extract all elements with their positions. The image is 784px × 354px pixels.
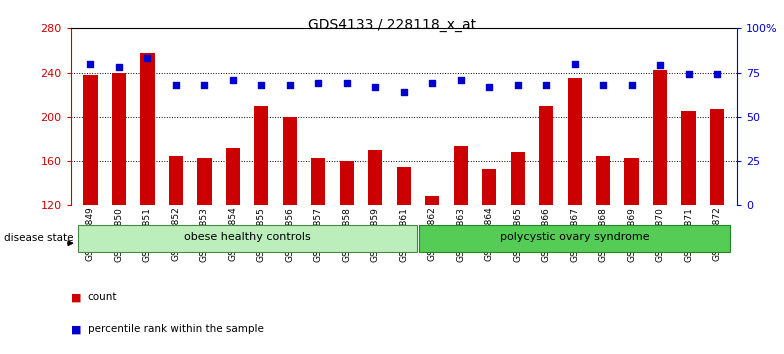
Point	[369, 84, 382, 90]
Text: ■: ■	[71, 324, 81, 334]
Bar	[254, 106, 268, 205]
Bar	[397, 167, 411, 205]
Bar	[539, 106, 554, 205]
Bar	[169, 155, 183, 205]
Point	[597, 82, 609, 88]
Text: obese healthy controls: obese healthy controls	[183, 233, 310, 242]
Point	[711, 72, 724, 77]
Point	[626, 82, 638, 88]
Bar	[339, 161, 354, 205]
Bar	[596, 155, 610, 205]
FancyBboxPatch shape	[78, 224, 416, 252]
Bar	[681, 111, 695, 205]
Bar	[653, 70, 667, 205]
FancyBboxPatch shape	[419, 224, 730, 252]
Text: polycystic ovary syndrome: polycystic ovary syndrome	[500, 233, 649, 242]
Point	[340, 80, 353, 86]
Point	[113, 64, 125, 70]
Bar	[311, 158, 325, 205]
Point	[397, 89, 410, 95]
Bar	[425, 196, 439, 205]
Bar	[510, 152, 524, 205]
Point	[455, 77, 467, 82]
Text: percentile rank within the sample: percentile rank within the sample	[88, 324, 263, 334]
Text: GDS4133 / 228118_x_at: GDS4133 / 228118_x_at	[308, 18, 476, 32]
Point	[483, 84, 495, 90]
Text: ■: ■	[71, 292, 81, 302]
Bar	[226, 148, 240, 205]
Bar	[198, 158, 212, 205]
Point	[426, 80, 438, 86]
Bar	[283, 117, 297, 205]
Bar	[368, 150, 383, 205]
Point	[227, 77, 239, 82]
Text: count: count	[88, 292, 118, 302]
Point	[568, 61, 581, 67]
Point	[141, 56, 154, 61]
Point	[255, 82, 267, 88]
Bar	[112, 73, 126, 205]
Point	[682, 72, 695, 77]
Bar	[568, 78, 582, 205]
Bar	[140, 53, 154, 205]
Point	[169, 82, 182, 88]
Bar	[482, 169, 496, 205]
Point	[654, 63, 666, 68]
Point	[540, 82, 553, 88]
Bar	[83, 75, 98, 205]
Bar	[710, 109, 724, 205]
Point	[84, 61, 96, 67]
Text: disease state: disease state	[4, 233, 74, 243]
Point	[284, 82, 296, 88]
Point	[198, 82, 211, 88]
Bar	[454, 145, 468, 205]
Point	[511, 82, 524, 88]
Bar	[625, 158, 639, 205]
Point	[312, 80, 325, 86]
